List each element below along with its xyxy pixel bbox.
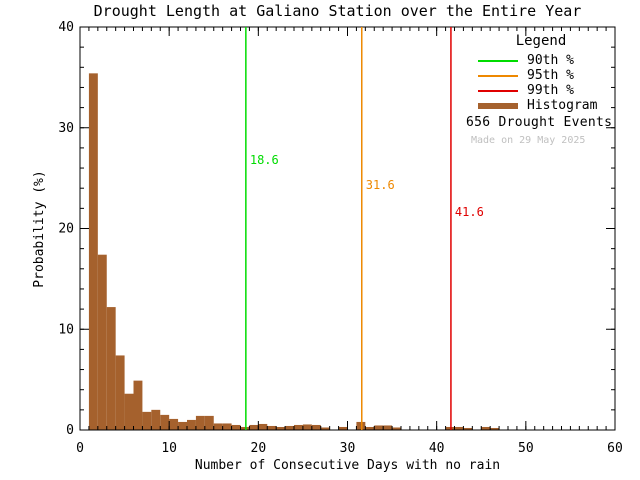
histogram-bar bbox=[383, 425, 393, 430]
histogram-bar bbox=[88, 73, 98, 430]
histogram-bar bbox=[392, 427, 401, 430]
x-tick-label: 60 bbox=[607, 441, 623, 456]
histogram-bar bbox=[302, 424, 312, 430]
legend-entry-95th: 95th % bbox=[466, 68, 616, 83]
histogram-bar bbox=[142, 411, 152, 430]
histogram-bar bbox=[133, 380, 143, 430]
histogram-bar bbox=[204, 415, 214, 430]
legend-entry-label: 99th % bbox=[527, 83, 574, 98]
legend-entry-label: 95th % bbox=[527, 68, 574, 83]
x-axis-label: Number of Consecutive Days with no rain bbox=[194, 458, 501, 473]
y-tick-label: 10 bbox=[58, 322, 74, 337]
y-tick-label: 20 bbox=[58, 222, 74, 237]
x-tick-label: 40 bbox=[429, 441, 445, 456]
histogram-bar bbox=[294, 424, 303, 430]
histogram-bar bbox=[249, 424, 259, 430]
legend-line-sample-99th bbox=[478, 89, 518, 92]
histogram-bar bbox=[213, 423, 223, 430]
histogram-bar bbox=[365, 426, 375, 430]
histogram-bar bbox=[106, 307, 116, 430]
legend-line-sample-90th bbox=[478, 59, 518, 62]
histogram-bar bbox=[124, 393, 134, 430]
legend-made-on: Made on 29 May 2025 bbox=[471, 135, 586, 146]
y-axis-label: Probability (%) bbox=[32, 170, 47, 288]
histogram-bar bbox=[178, 421, 187, 430]
page-title: Drought Length at Galiano Station over t… bbox=[93, 2, 582, 20]
x-tick-label: 30 bbox=[340, 441, 356, 456]
legend-entry-label: Histogram bbox=[527, 98, 598, 113]
histogram-bar bbox=[490, 427, 500, 430]
histogram-bar bbox=[151, 409, 161, 430]
legend-line-sample-95th bbox=[478, 74, 518, 77]
percentile-label-99th: 41.6 bbox=[454, 205, 484, 220]
histogram-bar bbox=[311, 424, 321, 430]
histogram-bar bbox=[454, 426, 464, 430]
legend-line-sample-histogram bbox=[478, 102, 518, 109]
histogram-bar bbox=[267, 425, 277, 430]
y-tick-label: 30 bbox=[58, 121, 74, 136]
histogram-bar bbox=[463, 427, 473, 430]
percentile-label-90th: 18.6 bbox=[249, 152, 279, 167]
histogram-bar bbox=[195, 415, 205, 430]
histogram-bar bbox=[356, 421, 366, 430]
legend-entry-label: 90th % bbox=[527, 53, 574, 68]
histogram-bar bbox=[285, 425, 294, 430]
histogram-bar bbox=[240, 426, 250, 430]
y-tick-label: 0 bbox=[66, 423, 74, 438]
histogram-bar bbox=[481, 426, 491, 430]
y-tick-label: 40 bbox=[58, 20, 74, 35]
histogram-bar bbox=[374, 425, 384, 430]
histogram-bar bbox=[115, 355, 125, 430]
legend-entry-99th: 99th % bbox=[466, 83, 616, 98]
histogram-bar bbox=[169, 418, 179, 430]
legend-events-count: 656 Drought Events bbox=[466, 115, 613, 130]
histogram-bar bbox=[222, 423, 232, 430]
legend: Legend 90th % 95th % 99th % Histogram 65… bbox=[466, 33, 616, 146]
x-tick-label: 10 bbox=[161, 441, 177, 456]
x-tick-label: 50 bbox=[518, 441, 534, 456]
histogram-bar bbox=[276, 426, 286, 430]
histogram-bar bbox=[231, 424, 241, 430]
legend-title: Legend bbox=[515, 33, 567, 49]
histogram-bar bbox=[258, 423, 268, 430]
histogram-bar bbox=[187, 419, 196, 430]
histogram-bar bbox=[97, 254, 107, 430]
x-tick-label: 20 bbox=[251, 441, 267, 456]
legend-entry-90th: 90th % bbox=[466, 53, 616, 68]
legend-entry-histogram: Histogram bbox=[466, 98, 616, 113]
histogram-bar bbox=[160, 414, 170, 430]
histogram-bar bbox=[445, 426, 455, 430]
x-tick-label: 0 bbox=[76, 441, 84, 456]
histogram-bar bbox=[338, 426, 348, 430]
histogram-bar bbox=[320, 427, 330, 430]
percentile-label-95th: 31.6 bbox=[365, 178, 395, 193]
